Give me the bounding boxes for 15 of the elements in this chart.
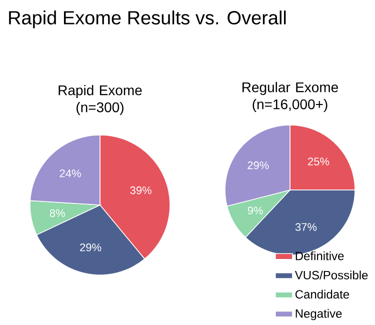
- data-label: 29%: [80, 243, 102, 252]
- data-label: 39%: [130, 186, 152, 194]
- text: Rapid Exome Results vs. Overall: [9, 10, 286, 28]
- legend-label: Candidate: [295, 290, 350, 299]
- data-label: 37%: [295, 223, 317, 231]
- data-label: 25%: [308, 158, 330, 166]
- data-label: 9%: [248, 206, 263, 214]
- data-label: 29%: [248, 161, 269, 170]
- legend-label: VUS/Possible: [294, 270, 368, 280]
- data-label: 24%: [60, 170, 81, 178]
- chart-title: Rapid Exome (n=300): [58, 84, 142, 116]
- data-label: 8%: [50, 209, 65, 218]
- legend-label: Negative: [296, 308, 342, 320]
- chart-title: Regular Exome (n=16,000+): [242, 82, 338, 112]
- legend-label: Definitive: [296, 251, 344, 260]
